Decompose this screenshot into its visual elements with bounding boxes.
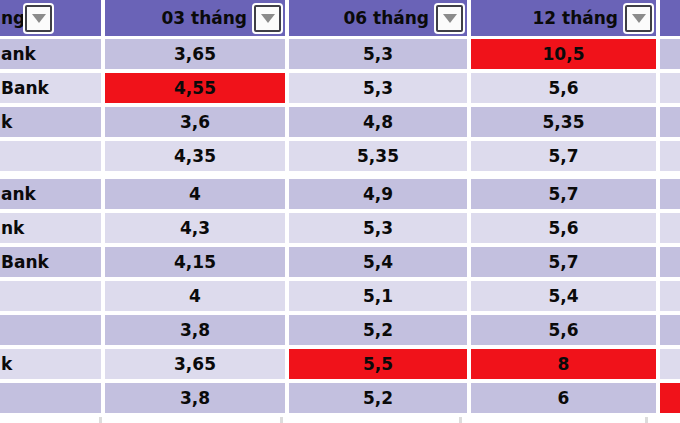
next-row-partial [0, 417, 680, 423]
header-label-06-thang: 06 tháng [343, 8, 429, 28]
bank-name-cell[interactable]: k [0, 107, 101, 137]
bank-name-cell[interactable]: ank [0, 39, 101, 69]
overflow-cell[interactable] [660, 315, 680, 345]
table-row: ank3,655,310,5 [0, 39, 680, 69]
header-cell-bank-name[interactable]: ng [0, 0, 101, 36]
table-row: Bank4,155,45,7 [0, 247, 680, 277]
rate-cell-12-thang[interactable]: 5,7 [471, 247, 656, 277]
header-cell-overflow[interactable] [660, 0, 680, 36]
rate-cell-06-thang[interactable]: 5,3 [289, 213, 467, 243]
rate-cell-06-thang[interactable]: 5,2 [289, 383, 467, 413]
rate-cell-03-thang[interactable]: 3,8 [105, 315, 285, 345]
rate-cell-03-thang[interactable]: 3,65 [105, 349, 285, 379]
table-body: ank3,655,310,5Bank4,555,35,6k3,64,85,354… [0, 39, 680, 417]
table-row: Bank4,555,35,6 [0, 73, 680, 103]
header-cell-12-thang[interactable]: 12 tháng [471, 0, 656, 36]
rate-cell-12-thang[interactable]: 5,6 [471, 315, 656, 345]
bank-name-cell[interactable]: nk [0, 213, 101, 243]
overflow-cell[interactable] [660, 141, 680, 171]
filter-arrow-icon [32, 14, 46, 23]
rate-cell-12-thang[interactable]: 5,35 [471, 107, 656, 137]
gridline-segment [283, 417, 462, 423]
rate-cell-06-thang[interactable]: 5,2 [289, 315, 467, 345]
rate-cell-03-thang[interactable]: 4 [105, 281, 285, 311]
rate-cell-03-thang[interactable]: 4,35 [105, 141, 285, 171]
overflow-cell[interactable] [660, 281, 680, 311]
bank-name-cell[interactable]: Bank [0, 247, 101, 277]
gridline-segment [462, 417, 648, 423]
rate-cell-06-thang[interactable]: 4,8 [289, 107, 467, 137]
rate-cell-12-thang[interactable]: 6 [471, 383, 656, 413]
overflow-cell[interactable] [660, 383, 680, 413]
table-row: 3,85,25,6 [0, 315, 680, 345]
header-label-bank-name: ng [1, 8, 25, 28]
overflow-cell[interactable] [660, 179, 680, 209]
bank-name-cell[interactable]: k [0, 349, 101, 379]
rate-cell-03-thang[interactable]: 4,55 [105, 73, 285, 103]
rate-cell-03-thang[interactable]: 4 [105, 179, 285, 209]
table-row: 4,355,355,7 [0, 141, 680, 171]
filter-dropdown-button[interactable] [436, 5, 463, 32]
rate-cell-03-thang[interactable]: 4,15 [105, 247, 285, 277]
filter-dropdown-button[interactable] [625, 5, 652, 32]
table-row: k3,64,85,35 [0, 107, 680, 137]
rate-cell-06-thang[interactable]: 4,9 [289, 179, 467, 209]
rate-cell-12-thang[interactable]: 5,7 [471, 141, 656, 171]
rate-cell-12-thang[interactable]: 5,6 [471, 213, 656, 243]
header-cell-03-thang[interactable]: 03 tháng [105, 0, 285, 36]
bank-name-cell[interactable] [0, 141, 101, 171]
table-row: 45,15,4 [0, 281, 680, 311]
filter-arrow-icon [261, 14, 275, 23]
table-row: nk4,35,35,6 [0, 213, 680, 243]
filter-dropdown-button[interactable] [254, 5, 281, 32]
rate-cell-06-thang[interactable]: 5,3 [289, 73, 467, 103]
rate-cell-03-thang[interactable]: 4,3 [105, 213, 285, 243]
rate-cell-06-thang[interactable]: 5,35 [289, 141, 467, 171]
rate-cell-03-thang[interactable]: 3,6 [105, 107, 285, 137]
header-cell-06-thang[interactable]: 06 tháng [289, 0, 467, 36]
rate-cell-12-thang[interactable]: 5,7 [471, 179, 656, 209]
filter-arrow-icon [443, 14, 457, 23]
header-row: ng 03 tháng 06 tháng 12 tháng [0, 0, 680, 36]
overflow-cell[interactable] [660, 73, 680, 103]
table-row: ank44,95,7 [0, 179, 680, 209]
overflow-cell[interactable] [660, 247, 680, 277]
rate-cell-12-thang[interactable]: 5,6 [471, 73, 656, 103]
bank-name-cell[interactable] [0, 281, 101, 311]
rate-cell-06-thang[interactable]: 5,5 [289, 349, 467, 379]
spreadsheet-table: ng 03 tháng 06 tháng 12 tháng ank3,655,3… [0, 0, 680, 423]
bank-name-cell[interactable]: ank [0, 179, 101, 209]
rate-cell-12-thang[interactable]: 10,5 [471, 39, 656, 69]
overflow-cell[interactable] [660, 349, 680, 379]
table-row: k3,655,58 [0, 349, 680, 379]
rate-cell-06-thang[interactable]: 5,3 [289, 39, 467, 69]
rate-cell-03-thang[interactable]: 3,65 [105, 39, 285, 69]
rate-cell-06-thang[interactable]: 5,4 [289, 247, 467, 277]
overflow-cell[interactable] [660, 107, 680, 137]
table-row: 3,85,26 [0, 383, 680, 413]
gridline-segment [102, 417, 283, 423]
overflow-cell[interactable] [660, 213, 680, 243]
gridline-segment [0, 417, 102, 423]
bank-name-cell[interactable] [0, 315, 101, 345]
header-label-03-thang: 03 tháng [161, 8, 247, 28]
bank-name-cell[interactable]: Bank [0, 73, 101, 103]
rate-cell-06-thang[interactable]: 5,1 [289, 281, 467, 311]
rate-cell-12-thang[interactable]: 5,4 [471, 281, 656, 311]
gridline-segment [648, 417, 680, 423]
header-label-12-thang: 12 tháng [532, 8, 618, 28]
rate-cell-12-thang[interactable]: 8 [471, 349, 656, 379]
filter-arrow-icon [632, 14, 646, 23]
overflow-cell[interactable] [660, 39, 680, 69]
filter-dropdown-button[interactable] [25, 5, 52, 32]
rate-cell-03-thang[interactable]: 3,8 [105, 383, 285, 413]
bank-name-cell[interactable] [0, 383, 101, 413]
